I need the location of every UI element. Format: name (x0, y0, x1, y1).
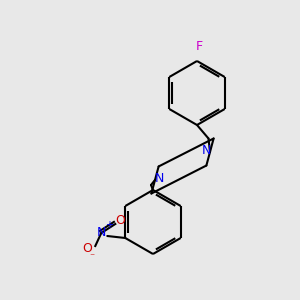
Text: N: N (97, 226, 106, 239)
Text: N: N (201, 143, 211, 157)
Text: +: + (105, 220, 113, 230)
Text: O: O (115, 214, 125, 227)
Text: ⁻: ⁻ (90, 252, 95, 262)
Text: N: N (154, 172, 164, 184)
Text: F: F (195, 40, 203, 53)
Text: O: O (82, 242, 92, 256)
